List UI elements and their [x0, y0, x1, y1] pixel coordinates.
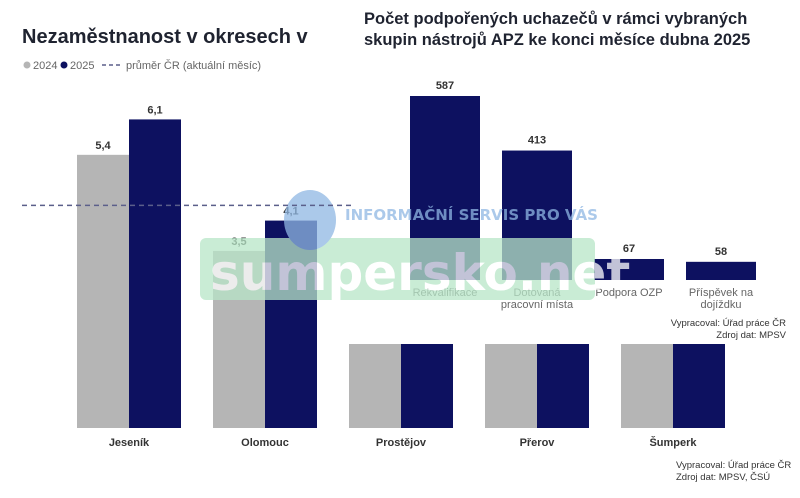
bar-2025-4: [673, 344, 725, 428]
right-source-line2: Zdroj dat: MPSV: [716, 330, 786, 341]
legend: 2024 2025 průměr ČR (aktuální měsíc): [23, 59, 261, 72]
watermark-site: sumpersko.net: [210, 244, 630, 302]
category-label-1: Olomouc: [241, 437, 289, 449]
bar-2024-2: [349, 344, 401, 428]
bar-2025-2: [401, 344, 453, 428]
legend-average-label: průměr ČR (aktuální měsíc): [126, 59, 261, 72]
label-2025-0: 6,1: [147, 104, 162, 116]
left-source-line1: Vypracoval: Úřad práce ČR: [676, 460, 791, 471]
apz-value-label-1: 413: [528, 135, 546, 147]
apz-value-label-0: 587: [436, 80, 454, 92]
bar-2024-4: [621, 344, 673, 428]
apz-category-line2-3: dojíždku: [701, 299, 742, 311]
apz-category-line2-1: pracovní místa: [501, 299, 574, 311]
watermark: INFORMAČNÍ SERVIS PRO VÁS sumpersko.net: [200, 190, 630, 302]
legend-2025-label: 2025: [70, 60, 94, 72]
category-label-4: Šumperk: [649, 436, 697, 449]
watermark-swoosh: [284, 190, 336, 250]
right-chart-title-line1: Počet podpořených uchazečů v rámci vybra…: [364, 10, 747, 28]
apz-category-line1-3: Příspěvek na: [689, 287, 754, 299]
right-chart-title-line2: skupin nástrojů APZ ke konci měsíce dubn…: [364, 31, 750, 49]
watermark-band: [200, 238, 595, 300]
category-label-3: Přerov: [520, 437, 556, 449]
apz-bar-3: [686, 261, 756, 280]
apz-value-label-3: 58: [715, 246, 727, 258]
bar-2025-0: [129, 119, 181, 428]
label-2024-0: 5,4: [95, 140, 111, 152]
left-source-line2: Zdroj dat: MPSV, ČSÚ: [676, 472, 770, 483]
legend-2025-marker: [60, 61, 68, 69]
bar-2024-3: [485, 344, 537, 428]
category-label-0: Jeseník: [109, 437, 150, 449]
legend-2024-label: 2024: [33, 60, 57, 72]
apz-category-line1-2: Podpora OZP: [595, 287, 662, 299]
apz-bar-2: [594, 258, 664, 280]
bar-2025-3: [537, 344, 589, 428]
right-source-line1: Vypracoval: Úřad práce ČR: [671, 318, 786, 329]
legend-2024-marker: [23, 61, 31, 69]
left-chart-title: Nezaměstnanost v okresech v: [22, 26, 309, 48]
bar-2024-0: [77, 154, 129, 428]
category-label-2: Prostějov: [376, 437, 427, 449]
left-chart-bars: 5,46,1Jeseník3,54,1OlomoucProstějovPřero…: [77, 104, 725, 449]
watermark-tagline: INFORMAČNÍ SERVIS PRO VÁS: [345, 205, 598, 224]
apz-value-label-2: 67: [623, 243, 635, 255]
